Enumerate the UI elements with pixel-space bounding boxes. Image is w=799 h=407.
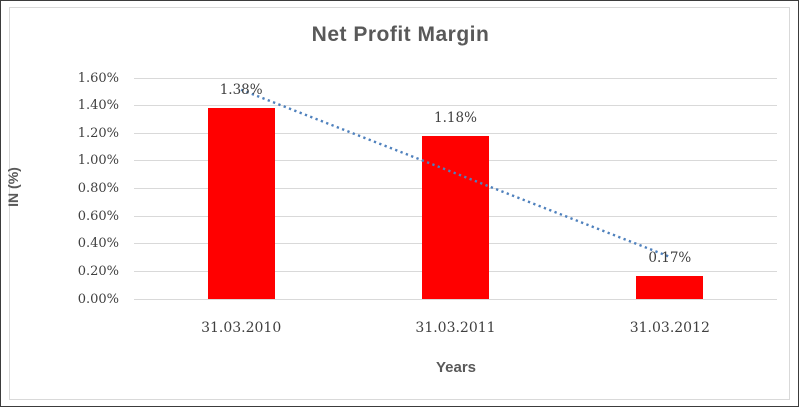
x-category-label: 31.03.2012 — [629, 320, 710, 336]
y-tick-label: 0.00% — [77, 291, 119, 307]
y-tick-label: 0.80% — [77, 181, 119, 196]
y-tick-label: 0.40% — [77, 236, 119, 252]
bar-31.03.2010 — [207, 108, 275, 299]
data-label: 0.17% — [648, 249, 692, 266]
y-axis-title: IN (%) — [5, 167, 21, 207]
y-tick-label: 1.00% — [77, 153, 119, 169]
gridline — [134, 298, 777, 300]
y-tick-label: 0.60% — [77, 208, 119, 224]
y-tick-label: 0.20% — [77, 263, 119, 279]
data-label: 1.18% — [434, 110, 477, 126]
bar-31.03.2012 — [636, 275, 704, 299]
gridline — [134, 77, 777, 79]
chart-title: Net Profit Margin — [311, 23, 490, 46]
gridline — [134, 105, 777, 107]
x-category-label: 31.03.2010 — [201, 320, 282, 336]
data-label: 1.38% — [219, 82, 263, 99]
y-tick-label: 1.20% — [77, 125, 119, 141]
x-axis-title: Years — [435, 359, 477, 376]
y-tick-label: 1.60% — [77, 70, 119, 86]
x-category-label: 31.03.2011 — [415, 320, 496, 336]
y-tick-label: 1.40% — [77, 98, 119, 114]
bar-31.03.2011 — [422, 136, 489, 299]
chart-inner-border — [9, 7, 790, 400]
